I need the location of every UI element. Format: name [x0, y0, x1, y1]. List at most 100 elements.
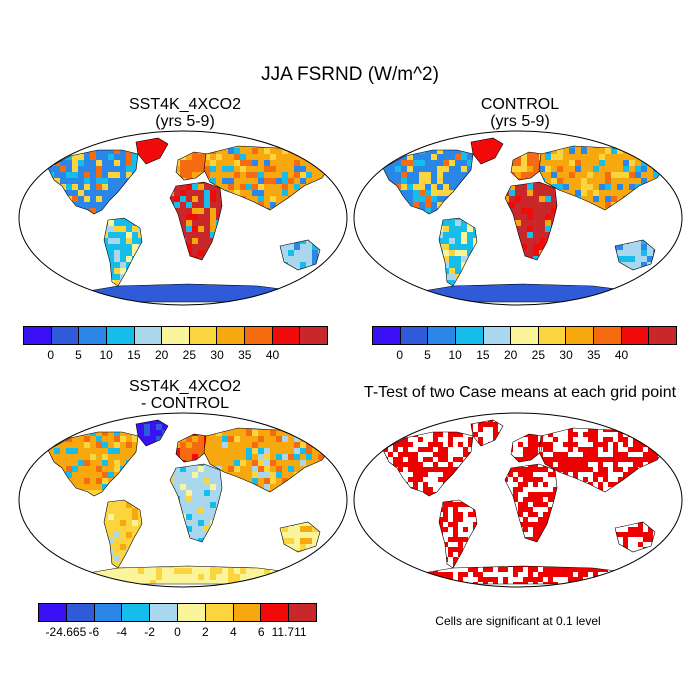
colorbar-tick-label: 20 — [155, 348, 168, 362]
colorbar-tick-label: 0 — [47, 348, 54, 362]
colorbar-tick-label: 30 — [210, 348, 223, 362]
panel-2-title: CONTROL (yrs 5-9) — [355, 96, 685, 130]
panel-4-title-line1: T-Test of two Case means at each grid po… — [345, 384, 695, 401]
colorbar-swatch — [428, 327, 456, 344]
panel-1-title-line2: (yrs 5-9) — [20, 113, 350, 130]
coastline-namerica — [47, 149, 139, 215]
coastline-africa — [504, 181, 558, 261]
colorbar-tick-label: 4 — [230, 625, 237, 639]
colorbar-tick-label: 0 — [396, 348, 403, 362]
colorbar-swatch — [538, 327, 567, 344]
coastline-australia — [279, 239, 321, 271]
coastline-australia — [614, 521, 656, 553]
colorbar-swatch — [300, 327, 328, 344]
colorbar-tick-label: 2 — [202, 625, 209, 639]
colorbar-tick-label: -2 — [144, 625, 155, 639]
map-difference — [18, 412, 348, 588]
coastline-europe — [175, 433, 209, 463]
panel-4-title: T-Test of two Case means at each grid po… — [345, 384, 695, 401]
colorbar-swatch — [162, 327, 190, 344]
colorbar-swatch — [66, 604, 95, 621]
colorbar-tick-label: -6 — [88, 625, 99, 639]
colorbar-tick-label: 40 — [266, 348, 279, 362]
map-border — [353, 130, 683, 306]
coastline-africa — [504, 463, 558, 543]
colorbar-swatch — [233, 604, 262, 621]
colorbar-tick-label: 20 — [504, 348, 517, 362]
coastline-europe — [510, 433, 544, 463]
figure-title: JJA FSRND (W/m^2) — [0, 64, 700, 86]
map-sst4k-4xco2 — [18, 130, 348, 306]
colorbar-swatch — [455, 327, 484, 344]
colorbar-tick-label: 0 — [174, 625, 181, 639]
colorbar-swatch — [39, 604, 67, 621]
colorbar-swatch — [261, 604, 290, 621]
colorbar-tick-label: 30 — [559, 348, 572, 362]
colorbar-tick-label: 15 — [127, 348, 140, 362]
colorbar-tick-label: 6 — [258, 625, 265, 639]
panel-1-title: SST4K_4XCO2 (yrs 5-9) — [20, 96, 350, 130]
colorbar-tick-label: 11.711 — [272, 625, 307, 639]
colorbar-tick-label: 25 — [532, 348, 545, 362]
colorbar-tick-label: -24.665 — [46, 625, 87, 639]
colorbar-swatch — [483, 327, 512, 344]
colorbar-swatch — [289, 604, 316, 621]
colorbar-swatch — [649, 327, 677, 344]
coastline-namerica — [47, 431, 139, 497]
colorbar-swatch — [177, 604, 206, 621]
colorbar-tick-label: 35 — [238, 348, 251, 362]
coastline-namerica — [382, 149, 474, 215]
map-border — [353, 412, 683, 588]
colorbar-swatch — [205, 604, 234, 621]
colorbar-swatch — [106, 327, 135, 344]
panel-3-title-line2: - CONTROL — [20, 395, 350, 412]
coastline-samerica — [103, 217, 143, 287]
land-australia — [615, 240, 655, 270]
coastline-africa — [169, 181, 223, 261]
colorbar-swatch — [566, 327, 595, 344]
coastline-samerica — [438, 217, 478, 287]
colorbar-swatch — [594, 327, 622, 344]
coastline-australia — [279, 521, 321, 553]
map-border — [18, 130, 348, 306]
colorbar-swatch — [217, 327, 246, 344]
map-control — [353, 130, 683, 306]
significance-note: Cells are significant at 0.1 level — [353, 614, 683, 628]
panel-2-title-line1: CONTROL — [355, 96, 685, 113]
colorbar-tick-label: 5 — [75, 348, 82, 362]
map-border — [18, 412, 348, 588]
colorbar-swatch — [122, 604, 151, 621]
colorbar-sst4k-4xco2 — [23, 326, 328, 345]
coastline-samerica — [103, 499, 143, 569]
colorbar-tick-label: 35 — [587, 348, 600, 362]
coastline-greenland — [470, 137, 504, 165]
colorbar-tick-label: 25 — [183, 348, 196, 362]
colorbar-swatch — [373, 327, 401, 344]
coastline-greenland — [135, 137, 169, 165]
colorbar-swatch — [24, 327, 52, 344]
coastline-australia — [614, 239, 656, 271]
colorbar-swatch — [189, 327, 218, 344]
colorbar-swatch — [51, 327, 80, 344]
coastline-africa — [169, 463, 223, 543]
panel-3-title: SST4K_4XCO2 - CONTROL — [20, 378, 350, 412]
colorbar-tick-label: 40 — [615, 348, 628, 362]
colorbar-tick-label: -4 — [116, 625, 127, 639]
colorbar-control — [372, 326, 677, 345]
colorbar-swatch — [134, 327, 163, 344]
colorbar-swatch — [150, 604, 178, 621]
colorbar-swatch — [511, 327, 539, 344]
colorbar-swatch — [79, 327, 107, 344]
panel-1-title-line1: SST4K_4XCO2 — [20, 96, 350, 113]
colorbar-swatch — [621, 327, 650, 344]
coastline-europe — [175, 151, 209, 181]
coastline-europe — [510, 151, 544, 181]
colorbar-swatch — [400, 327, 429, 344]
colorbar-difference — [38, 603, 317, 622]
map-ttest-significance — [353, 412, 683, 588]
coastline-samerica — [438, 499, 478, 569]
colorbar-tick-label: 10 — [448, 348, 461, 362]
coastline-namerica — [382, 431, 474, 497]
panel-2-title-line2: (yrs 5-9) — [355, 113, 685, 130]
colorbar-swatch — [245, 327, 273, 344]
